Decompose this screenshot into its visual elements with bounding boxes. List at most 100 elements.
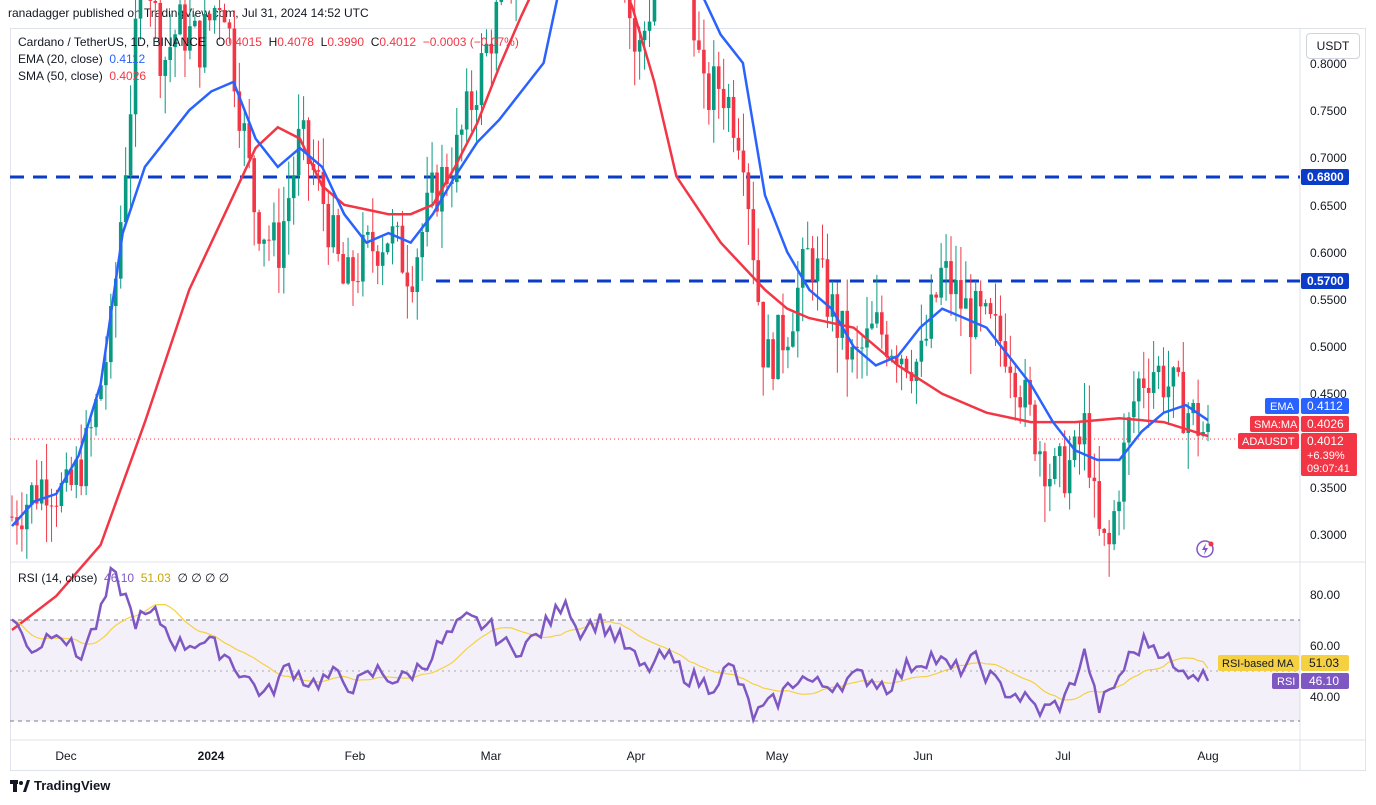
candle-body [395, 225, 400, 227]
candle-body [1206, 423, 1210, 433]
candle-body [29, 485, 34, 505]
candle-body [1052, 456, 1057, 479]
candle-body [370, 232, 375, 252]
candle-body [949, 261, 953, 295]
candle-body [247, 123, 252, 159]
price-badge: ADAUSDT 0.4012 +6.39% 09:07:41 [1238, 433, 1357, 476]
legend-c-value: 0.4012 [379, 35, 417, 49]
sma-badge: SMA:MA 0.4026 [1250, 416, 1349, 432]
legend-ohlc-row: Cardano / TetherUS, 1D, BINANCE O0.4015 … [18, 34, 519, 51]
candle-body [860, 347, 864, 349]
candle-body [212, 7, 217, 21]
legend-ema-row[interactable]: EMA (20, close) 0.4112 [18, 51, 519, 68]
candle-body [217, 7, 222, 10]
candle-body [79, 459, 83, 487]
candle-body [1038, 451, 1042, 455]
footer-brand[interactable]: TradingView [10, 778, 110, 793]
published-header: ranadagger published on TradingView.com,… [8, 6, 369, 20]
price-tick-0600: 0.6000 [1310, 246, 1347, 260]
candle-body [84, 427, 88, 487]
candle-body [1132, 401, 1136, 418]
candle-body [1008, 366, 1013, 373]
candle-body [286, 198, 291, 222]
candle-body [1191, 403, 1195, 414]
svg-text:+6.39%: +6.39% [1307, 450, 1345, 462]
candle-body [746, 172, 751, 210]
candle-body [202, 13, 207, 68]
candle-body [336, 215, 340, 254]
candle-body [781, 314, 785, 351]
price-tick-0550: 0.5500 [1310, 293, 1347, 307]
candle-body [425, 192, 429, 232]
legend-sma-row[interactable]: SMA (50, close) 0.4026 [18, 68, 519, 85]
candle-body [361, 234, 365, 282]
candle-body [627, 0, 632, 19]
candle-body [692, 0, 696, 41]
candle-body [825, 259, 830, 317]
candle-body [939, 267, 943, 298]
candle-body [875, 312, 879, 324]
candle-body [1112, 511, 1116, 545]
rsi-line [11, 565, 1210, 725]
legend-ema-label: EMA (20, close) [18, 52, 103, 66]
candle-body [158, 2, 163, 76]
candle-body [178, 4, 182, 35]
legend-h-value: 0.4078 [277, 35, 314, 49]
candle-body [1102, 528, 1107, 533]
candle-body [1176, 367, 1181, 372]
rsi-tick-80: 80.00 [1310, 588, 1340, 602]
currency-button[interactable]: USDT [1306, 33, 1360, 59]
candle-body [326, 203, 331, 248]
candle-body [1137, 378, 1141, 402]
sma-line [11, 0, 1209, 631]
candle-body [341, 253, 345, 284]
candle-body [454, 134, 459, 183]
legend-o-value: 0.4015 [225, 35, 262, 49]
candle-body [267, 239, 271, 241]
candle-body [1097, 481, 1102, 529]
candle-body [222, 9, 227, 23]
candle-body [430, 172, 434, 193]
svg-text:0.6800: 0.6800 [1307, 170, 1344, 184]
legend-l-value: 0.3990 [327, 35, 365, 49]
price-tick-0700: 0.7000 [1310, 151, 1347, 165]
candle-body [69, 469, 74, 485]
candle-body [880, 312, 884, 335]
rsi-ma-badge: RSI-based MA 51.03 [1218, 655, 1349, 671]
legend-c-label: C [370, 35, 380, 49]
candle-body [697, 40, 701, 50]
candle-body [983, 303, 988, 307]
candle-body [1146, 388, 1151, 393]
candle-body [1023, 379, 1027, 408]
candle-body [346, 257, 350, 284]
candle-body [909, 372, 914, 382]
alert-lightning-icon[interactable] [1196, 540, 1214, 558]
svg-text:ADAUSDT: ADAUSDT [1242, 436, 1295, 448]
candle-body [445, 166, 449, 184]
candle-body [1067, 460, 1072, 494]
candle-body [884, 334, 889, 357]
svg-text:51.03: 51.03 [1309, 656, 1339, 670]
rsi-legend-extras: ∅ ∅ ∅ ∅ [177, 571, 230, 585]
candle-body [1117, 501, 1121, 512]
candle-body [435, 172, 439, 212]
rsi-legend[interactable]: RSI (14, close) 46.10 51.03 ∅ ∅ ∅ ∅ [18, 571, 229, 585]
legend-h-label: H [268, 35, 278, 49]
candle-body [207, 13, 212, 21]
candle-body [153, 0, 158, 3]
candle-body [44, 479, 49, 506]
rsi-legend-value: 46.10 [104, 571, 135, 585]
svg-text:EMA: EMA [1270, 401, 1295, 413]
chart-frame [10, 28, 1366, 771]
candle-body [405, 272, 410, 287]
candle-body [109, 306, 113, 363]
candle-body [262, 239, 266, 244]
candle-body [227, 22, 232, 29]
candle-body [133, 18, 138, 115]
candle-body [1092, 477, 1097, 482]
candle-body [919, 340, 924, 362]
candle-body [306, 120, 311, 165]
candle-body [20, 525, 24, 530]
legend-symbol[interactable]: Cardano / TetherUS, 1D, BINANCE [18, 35, 206, 49]
